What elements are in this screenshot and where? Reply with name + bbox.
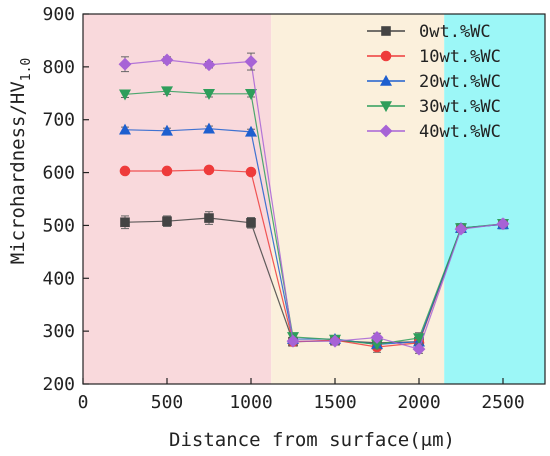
legend-item-2: 10wt.%WC bbox=[367, 47, 501, 67]
x-tick-label: 1500 bbox=[313, 392, 356, 413]
data-point bbox=[370, 331, 384, 344]
data-point bbox=[119, 165, 131, 177]
legend-label: 30wt.%WC bbox=[419, 97, 501, 117]
data-point bbox=[202, 89, 216, 100]
data-point bbox=[412, 342, 426, 356]
y-axis-title-main: Microhardness/HV bbox=[7, 81, 29, 264]
series-layer bbox=[118, 52, 510, 356]
background-regions bbox=[83, 14, 545, 384]
data-point bbox=[162, 216, 172, 226]
background-region-3 bbox=[444, 14, 545, 384]
legend-marker bbox=[379, 124, 393, 138]
legend-item-1: 0wt.%WC bbox=[367, 22, 491, 42]
legend-marker bbox=[379, 74, 393, 86]
legend-item-3: 20wt.%WC bbox=[367, 72, 501, 92]
y-tick-labels: 200 300 400 500 600 700 800 900 bbox=[42, 4, 75, 395]
data-point bbox=[286, 334, 300, 348]
data-point bbox=[328, 334, 342, 348]
legend-item-5: 40wt.%WC bbox=[367, 122, 501, 142]
data-point bbox=[203, 164, 215, 176]
data-point bbox=[246, 217, 256, 228]
y-tick-label: 400 bbox=[42, 268, 75, 289]
y-tick-label: 900 bbox=[42, 4, 75, 25]
series-line bbox=[124, 128, 504, 345]
data-point bbox=[118, 123, 132, 135]
data-point bbox=[244, 125, 258, 137]
x-tick-label: 2000 bbox=[397, 392, 440, 413]
background-region-2 bbox=[271, 14, 445, 384]
data-point bbox=[120, 217, 130, 228]
series-5 bbox=[118, 52, 510, 356]
series-line bbox=[124, 90, 504, 345]
y-axis-title: Microhardness/HV1.0 bbox=[7, 58, 34, 265]
data-point bbox=[160, 124, 174, 136]
y-tick-label: 300 bbox=[42, 321, 75, 342]
background-region-1 bbox=[83, 14, 272, 384]
data-point bbox=[412, 333, 426, 345]
data-point bbox=[160, 86, 174, 98]
series-line bbox=[124, 59, 504, 350]
x-tick-labels: 0 500 1000 1500 2000 2500 bbox=[78, 392, 525, 413]
data-point bbox=[202, 122, 216, 134]
y-tick-label: 500 bbox=[42, 215, 75, 236]
data-point bbox=[202, 58, 216, 72]
y-tick-label: 700 bbox=[42, 110, 75, 131]
data-point bbox=[244, 89, 258, 100]
svg-text:Microhardness/HV1.0: Microhardness/HV1.0 bbox=[7, 58, 34, 265]
legend-marker bbox=[379, 101, 393, 113]
data-point bbox=[204, 213, 214, 223]
y-tick-label: 600 bbox=[42, 163, 75, 184]
x-tick-label: 2500 bbox=[481, 392, 524, 413]
data-point bbox=[161, 165, 173, 177]
data-point bbox=[245, 166, 257, 178]
data-point bbox=[118, 89, 132, 101]
y-tick-label: 200 bbox=[42, 374, 75, 395]
legend-label: 40wt.%WC bbox=[419, 122, 501, 142]
legend-label: 10wt.%WC bbox=[419, 47, 501, 67]
legend-item-4: 30wt.%WC bbox=[367, 97, 501, 117]
legend-marker bbox=[380, 50, 392, 62]
y-tick-label: 800 bbox=[42, 57, 75, 78]
data-point bbox=[454, 222, 468, 236]
data-point bbox=[118, 57, 132, 71]
data-point bbox=[496, 217, 510, 231]
data-point bbox=[244, 55, 258, 68]
x-tick-label: 1000 bbox=[229, 392, 272, 413]
x-axis-title: Distance from surface(μm) bbox=[169, 429, 455, 451]
legend: 0wt.%WC 10wt.%WC 20wt.%WC 30wt.%WC 40wt.%WC bbox=[367, 22, 501, 142]
data-point bbox=[160, 53, 174, 67]
plot-frame bbox=[82, 13, 546, 385]
legend-label: 20wt.%WC bbox=[419, 72, 501, 92]
x-tick-label: 500 bbox=[151, 392, 184, 413]
x-tick-label: 0 bbox=[78, 392, 89, 413]
y-axis-title-subscript: 1.0 bbox=[19, 58, 34, 81]
legend-label: 0wt.%WC bbox=[419, 22, 491, 42]
legend-marker bbox=[381, 26, 391, 36]
